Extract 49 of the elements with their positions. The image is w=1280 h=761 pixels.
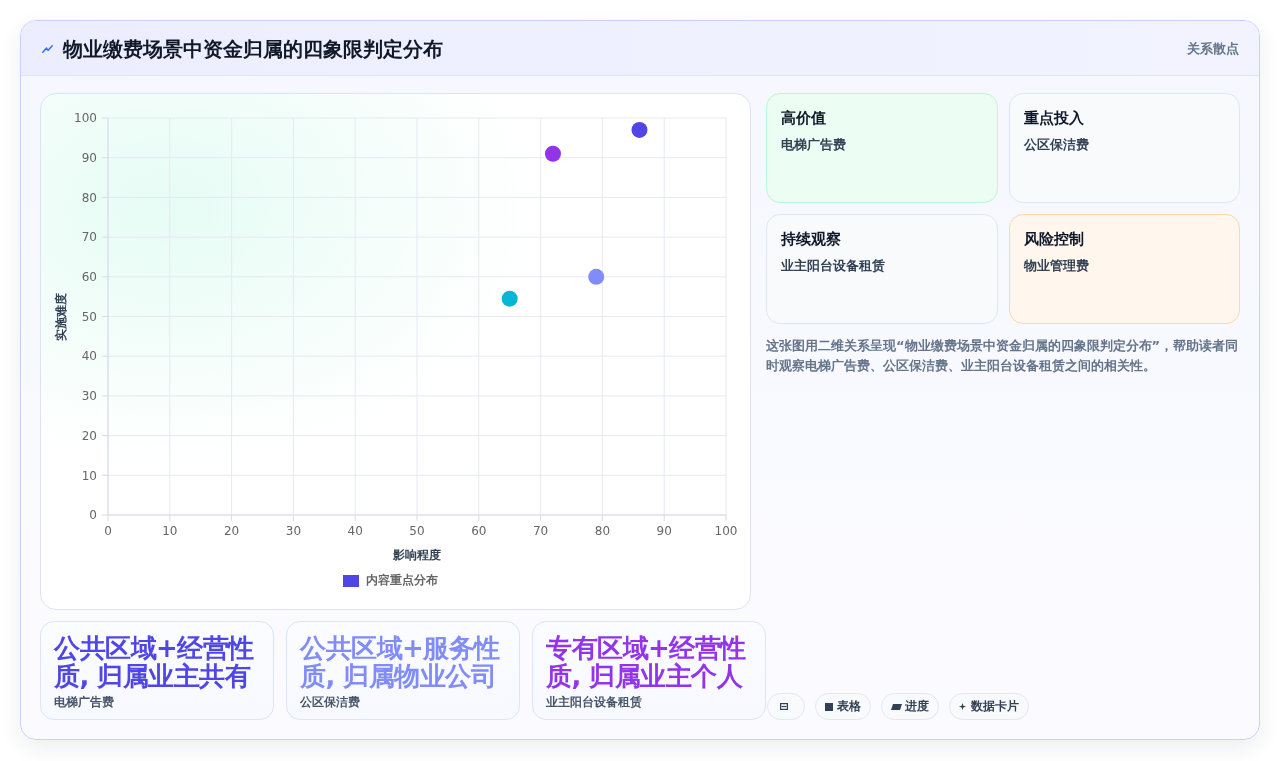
text: 电梯广告费	[54, 694, 115, 710]
text: 关系散点	[1187, 40, 1239, 57]
text: 风险控制	[1023, 229, 1085, 249]
x-tick-label: 90	[656, 523, 672, 538]
text: 专有区域+经营性质, 归属业主个人	[546, 633, 747, 691]
text: 公共区域+经营性质, 归属业主共有	[54, 633, 255, 691]
x-tick-label: 30	[285, 523, 302, 538]
text: 电梯广告费	[781, 136, 847, 154]
x-tick-label: 20	[223, 523, 240, 538]
x-tick-label: 40	[347, 523, 363, 538]
text: 公区保洁费	[300, 694, 361, 710]
y-tick-label: 90	[81, 150, 97, 165]
x-axis-title: 影响程度	[392, 548, 441, 562]
y-tick-label: 30	[81, 389, 97, 404]
text: 进度	[905, 698, 929, 715]
text: 持续观察	[781, 229, 842, 249]
text: 物业管理费	[1023, 257, 1090, 275]
x-tick-label: 50	[409, 523, 425, 538]
point	[631, 121, 648, 138]
y-tick-label: 80	[81, 190, 97, 205]
text: 公区保洁费	[1023, 136, 1090, 154]
text: 数据卡片	[971, 698, 1019, 715]
point	[544, 145, 561, 162]
y-axis-title: 实施难度	[54, 292, 69, 341]
text: 重点投入	[1023, 108, 1085, 128]
x-tick-label: 0	[104, 523, 112, 538]
x-tick-label: 100	[714, 523, 738, 538]
y-tick-label: 60	[81, 270, 97, 285]
y-tick-label: 10	[81, 468, 97, 483]
y-tick-label: 20	[81, 428, 97, 443]
y-tick-label: 70	[81, 230, 97, 245]
text: 表格	[837, 698, 861, 715]
point	[501, 290, 518, 307]
chart-title: 物业缴费场景中资金归属的四象限判定分布	[63, 36, 443, 62]
x-tick-label: 10	[162, 523, 178, 538]
text: 业主阳台设备租赁	[781, 257, 886, 275]
y-tick-label: 100	[74, 111, 97, 126]
y-tick-label: 0	[89, 508, 97, 523]
text: 高价值	[781, 108, 827, 128]
point	[588, 268, 605, 285]
text: 公共区域+服务性质, 归属物业公司	[300, 633, 501, 691]
x-tick-label: 70	[532, 523, 549, 538]
x-tick-label: 60	[471, 523, 487, 538]
x-tick-label: 80	[594, 523, 611, 538]
y-tick-label: 40	[81, 349, 97, 364]
legend-label: 内容重点分布	[366, 573, 438, 587]
text: 业主阳台设备租赁	[546, 694, 643, 710]
y-tick-label: 50	[81, 309, 97, 324]
text: 这张图用二维关系呈现“物业缴费场景中资金归属的四象限判定分布”，帮助读者同时观察电梯广告费、公区保洁费、业主阳台设备租赁之间的相关性。	[766, 337, 1240, 375]
